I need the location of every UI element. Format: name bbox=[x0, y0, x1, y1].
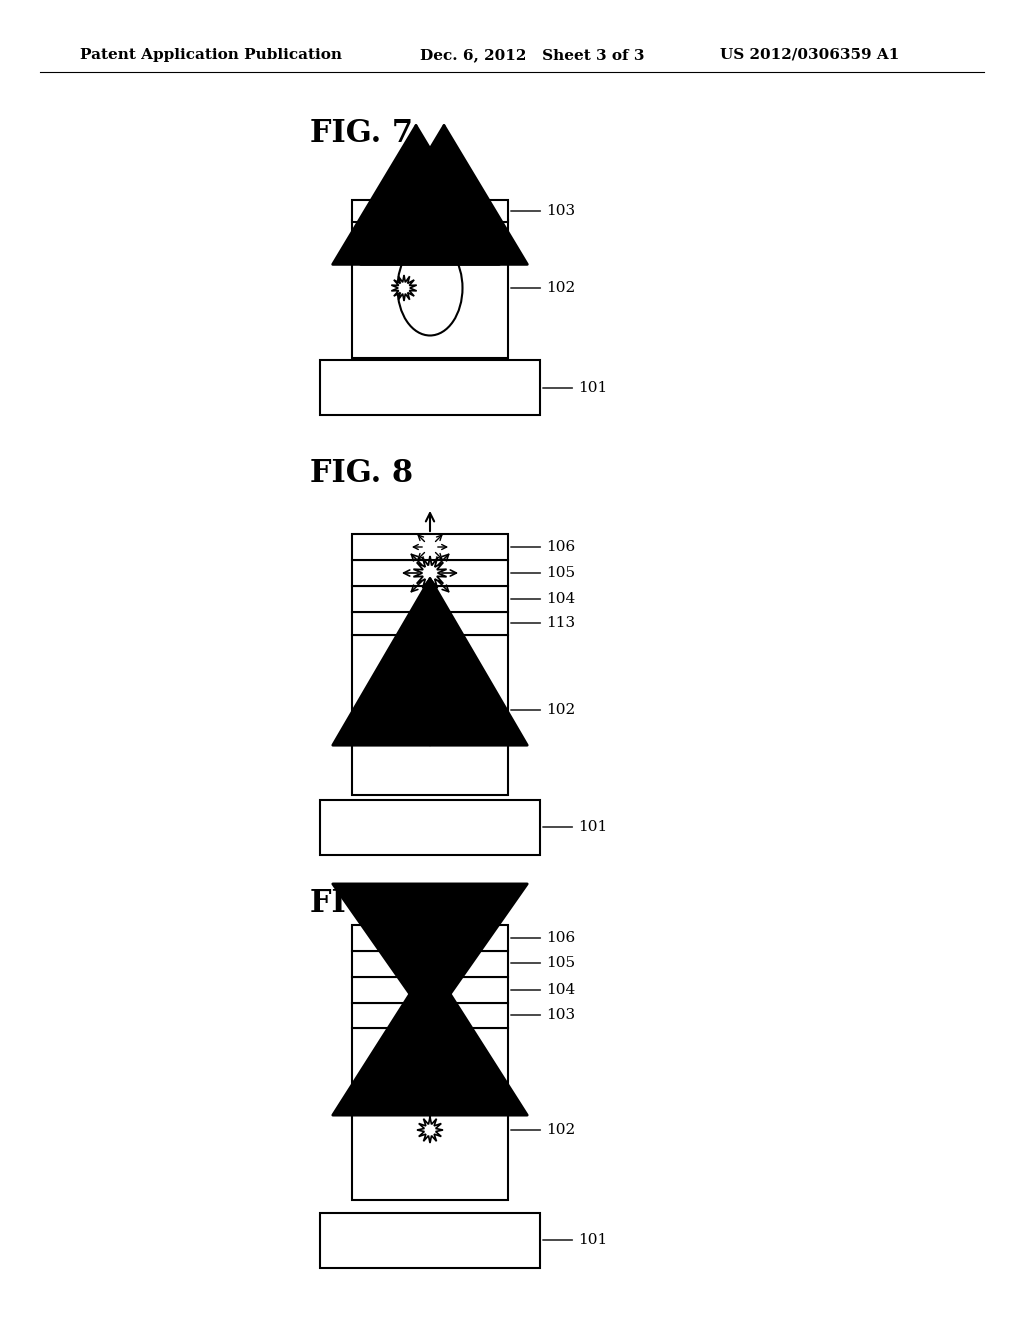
Polygon shape bbox=[414, 556, 446, 590]
Text: 105: 105 bbox=[511, 956, 575, 970]
Bar bbox=[352, 535, 508, 560]
Text: 101: 101 bbox=[543, 1233, 607, 1247]
Polygon shape bbox=[411, 690, 450, 730]
Bar bbox=[352, 950, 508, 977]
Bar bbox=[352, 560, 508, 586]
Text: Patent Application Publication: Patent Application Publication bbox=[80, 48, 342, 62]
Bar bbox=[319, 360, 540, 414]
Text: 102: 102 bbox=[511, 704, 575, 717]
Bar bbox=[352, 925, 508, 950]
Text: 113: 113 bbox=[511, 616, 575, 630]
Text: FIG. 9: FIG. 9 bbox=[310, 888, 413, 919]
Text: 101: 101 bbox=[543, 820, 607, 834]
Bar bbox=[352, 220, 508, 358]
Text: 103: 103 bbox=[511, 1008, 575, 1022]
Text: 104: 104 bbox=[511, 591, 575, 606]
Polygon shape bbox=[391, 275, 417, 301]
Text: 102: 102 bbox=[511, 1123, 575, 1137]
Bar bbox=[352, 612, 508, 635]
Bar bbox=[352, 1028, 508, 1200]
Text: 104: 104 bbox=[511, 983, 575, 997]
Text: 102: 102 bbox=[511, 281, 575, 294]
Text: 106: 106 bbox=[511, 540, 575, 554]
Text: Dec. 6, 2012   Sheet 3 of 3: Dec. 6, 2012 Sheet 3 of 3 bbox=[420, 48, 644, 62]
Text: 101: 101 bbox=[543, 381, 607, 395]
Text: US 2012/0306359 A1: US 2012/0306359 A1 bbox=[720, 48, 899, 62]
Bar bbox=[319, 800, 540, 855]
Text: FIG. 8: FIG. 8 bbox=[310, 458, 413, 488]
Bar bbox=[319, 1213, 540, 1269]
Text: 103: 103 bbox=[511, 205, 575, 218]
Polygon shape bbox=[417, 1117, 443, 1143]
Bar bbox=[352, 635, 508, 795]
Bar bbox=[352, 1003, 508, 1028]
Text: 106: 106 bbox=[511, 931, 575, 945]
Bar bbox=[352, 201, 508, 222]
Polygon shape bbox=[408, 941, 452, 985]
Text: FIG. 7: FIG. 7 bbox=[310, 117, 413, 149]
Bar bbox=[352, 977, 508, 1003]
Bar bbox=[352, 586, 508, 612]
Text: 105: 105 bbox=[511, 566, 575, 579]
